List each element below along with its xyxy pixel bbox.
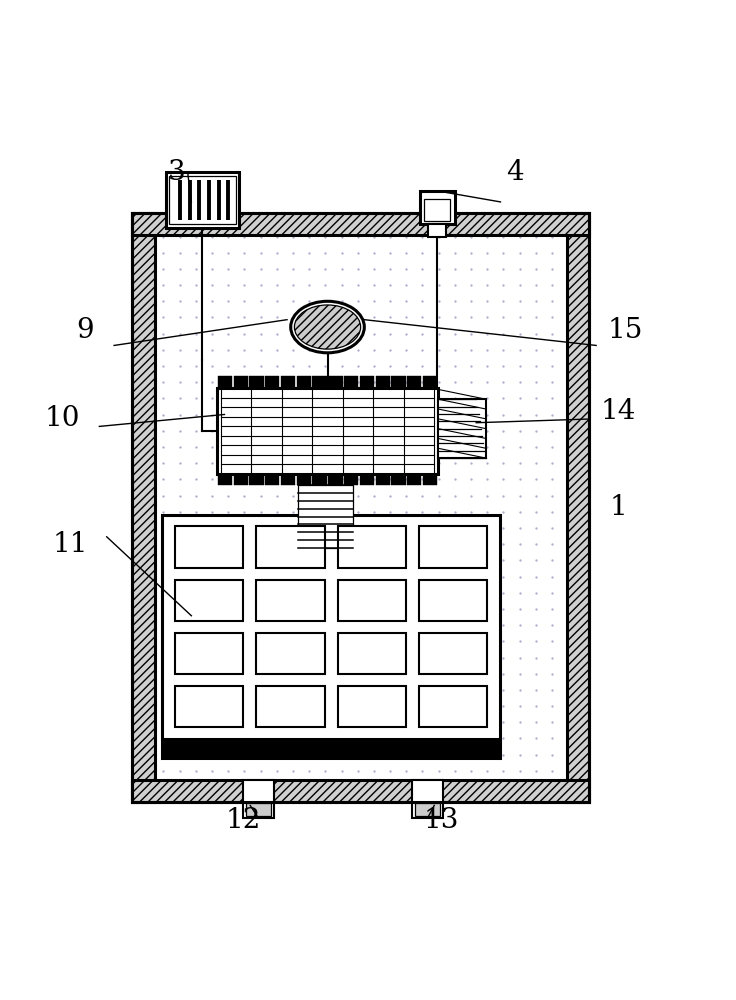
Bar	[297, 474, 311, 485]
Bar	[419, 580, 487, 621]
Bar	[419, 633, 487, 674]
Bar	[419, 686, 487, 727]
Bar	[132, 213, 589, 802]
Bar	[360, 474, 374, 485]
Bar	[217, 388, 438, 474]
Bar	[415, 803, 440, 816]
Ellipse shape	[291, 301, 364, 353]
Bar	[407, 376, 422, 388]
Bar	[250, 474, 263, 485]
Bar	[423, 376, 437, 388]
Text: 1: 1	[609, 494, 627, 521]
Bar	[250, 376, 263, 388]
Bar	[313, 376, 327, 388]
Bar	[344, 376, 358, 388]
Bar	[338, 686, 406, 727]
Bar	[233, 474, 248, 485]
Bar	[328, 474, 342, 485]
Bar	[360, 376, 374, 388]
Text: 9: 9	[76, 317, 93, 344]
Bar	[218, 474, 232, 485]
Bar	[246, 803, 271, 816]
Bar	[420, 191, 455, 224]
Bar	[162, 515, 500, 739]
Bar	[175, 686, 243, 727]
Bar	[233, 376, 248, 388]
Bar	[175, 633, 243, 674]
Text: 10: 10	[45, 405, 80, 432]
Text: 13: 13	[424, 807, 459, 834]
Text: 15: 15	[608, 317, 643, 344]
Bar	[281, 474, 295, 485]
Bar	[424, 199, 450, 221]
Text: 3: 3	[168, 159, 185, 186]
Bar	[392, 376, 406, 388]
Bar	[175, 526, 243, 568]
Bar	[338, 526, 406, 568]
Bar	[419, 526, 487, 568]
Bar	[265, 474, 280, 485]
Bar	[438, 399, 486, 458]
Bar	[375, 474, 390, 485]
Bar	[298, 485, 353, 548]
Bar	[162, 741, 500, 758]
Bar	[132, 213, 589, 235]
Bar	[412, 780, 443, 818]
Bar	[218, 376, 232, 388]
Bar	[243, 780, 274, 818]
Bar	[175, 580, 243, 621]
Ellipse shape	[294, 305, 361, 349]
Bar	[344, 474, 358, 485]
Bar	[338, 633, 406, 674]
Text: 14: 14	[601, 398, 636, 425]
Text: 12: 12	[225, 807, 261, 834]
Bar	[257, 580, 325, 621]
Bar	[257, 526, 325, 568]
Bar	[265, 376, 280, 388]
Bar	[257, 633, 325, 674]
Bar	[169, 176, 236, 224]
Bar	[328, 376, 342, 388]
Bar	[297, 376, 311, 388]
Bar	[313, 474, 327, 485]
Bar	[257, 686, 325, 727]
Bar	[428, 224, 446, 237]
Bar	[132, 213, 155, 802]
Bar	[132, 780, 589, 802]
Bar	[166, 172, 239, 228]
Bar	[423, 474, 437, 485]
Text: 11: 11	[52, 531, 88, 558]
Bar	[375, 376, 390, 388]
Bar	[392, 474, 406, 485]
Text: 4: 4	[506, 159, 524, 186]
Bar	[281, 376, 295, 388]
Bar	[338, 580, 406, 621]
Bar	[407, 474, 422, 485]
Bar	[567, 213, 589, 802]
